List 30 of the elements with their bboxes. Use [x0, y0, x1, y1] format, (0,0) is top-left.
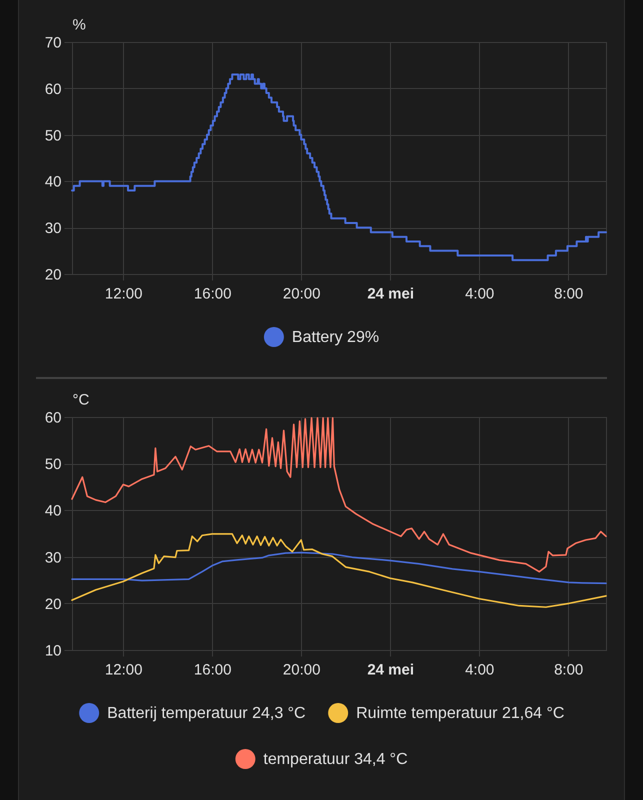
y-tick-label: 20 — [44, 266, 62, 284]
y-tick-label: 50 — [44, 456, 62, 474]
y-axis-title: % — [72, 16, 86, 34]
x-tick-label: 4:00 — [465, 286, 494, 302]
y-tick-label: 10 — [44, 642, 62, 660]
y-tick-label: 40 — [44, 174, 62, 191]
y-tick-label: 50 — [44, 127, 62, 144]
x-tick-label: 4:00 — [465, 662, 494, 678]
y-tick-label: 30 — [44, 220, 62, 238]
y-axis-title: °C — [72, 392, 90, 408]
y-tick-label: 20 — [44, 596, 62, 613]
legend-label: Ruimte temperatuur 21,64 °C — [356, 705, 564, 722]
y-tick-label: 40 — [44, 502, 62, 520]
y-tick-label: 60 — [44, 80, 62, 98]
x-tick-label: 24 mei — [367, 662, 414, 678]
y-tick-label: 30 — [44, 549, 62, 566]
x-tick-label: 16:00 — [194, 286, 232, 302]
x-tick-label: 8:00 — [554, 662, 584, 678]
legend-label: Battery 29% — [292, 329, 380, 346]
x-tick-label: 8:00 — [554, 286, 584, 302]
x-tick-label: 20:00 — [282, 662, 320, 678]
x-tick-label: 12:00 — [104, 286, 142, 302]
x-tick-label: 16:00 — [194, 662, 232, 678]
x-tick-label: 24 mei — [367, 286, 414, 302]
legend-label: Batterij temperatuur 24,3 °C — [107, 705, 306, 722]
y-tick-label: 70 — [44, 34, 62, 52]
x-tick-label: 12:00 — [104, 662, 142, 678]
x-tick-label: 20:00 — [282, 286, 320, 302]
y-tick-label: 60 — [44, 410, 62, 426]
legend-label: temperatuur 34,4 °C — [263, 751, 408, 768]
